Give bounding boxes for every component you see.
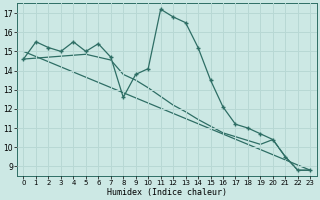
X-axis label: Humidex (Indice chaleur): Humidex (Indice chaleur): [107, 188, 227, 197]
